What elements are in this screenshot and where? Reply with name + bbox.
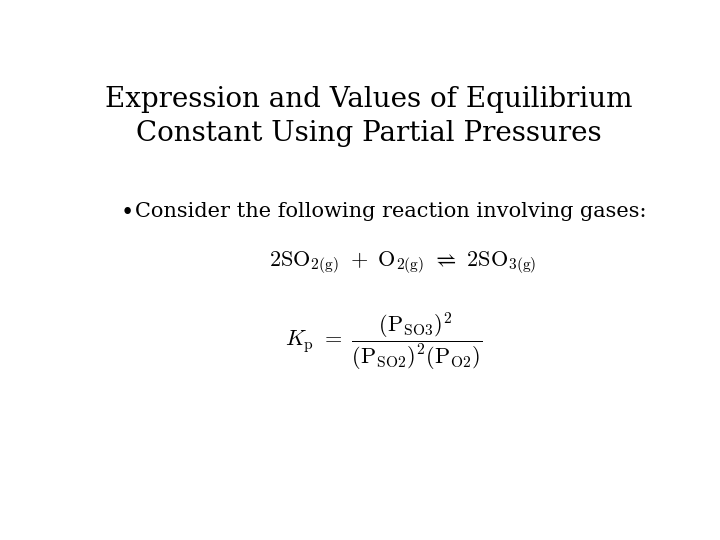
Text: Expression and Values of Equilibrium
Constant Using Partial Pressures: Expression and Values of Equilibrium Con… bbox=[105, 85, 633, 147]
Text: Consider the following reaction involving gases:: Consider the following reaction involvin… bbox=[135, 202, 646, 221]
Text: •: • bbox=[121, 202, 134, 224]
Text: $\mathrm{2SO_{2(g)}\ +\ O_{2(g)}\ \rightleftharpoons\ 2SO_{3(g)}}$: $\mathrm{2SO_{2(g)}\ +\ O_{2(g)}\ \right… bbox=[269, 250, 536, 276]
Text: $K_{\mathrm{p}}\ =\ \dfrac{(\mathrm{P_{SO3}})^{2}}{(\mathrm{P_{SO2}})^{2}(\mathr: $K_{\mathrm{p}}\ =\ \dfrac{(\mathrm{P_{S… bbox=[285, 310, 482, 372]
